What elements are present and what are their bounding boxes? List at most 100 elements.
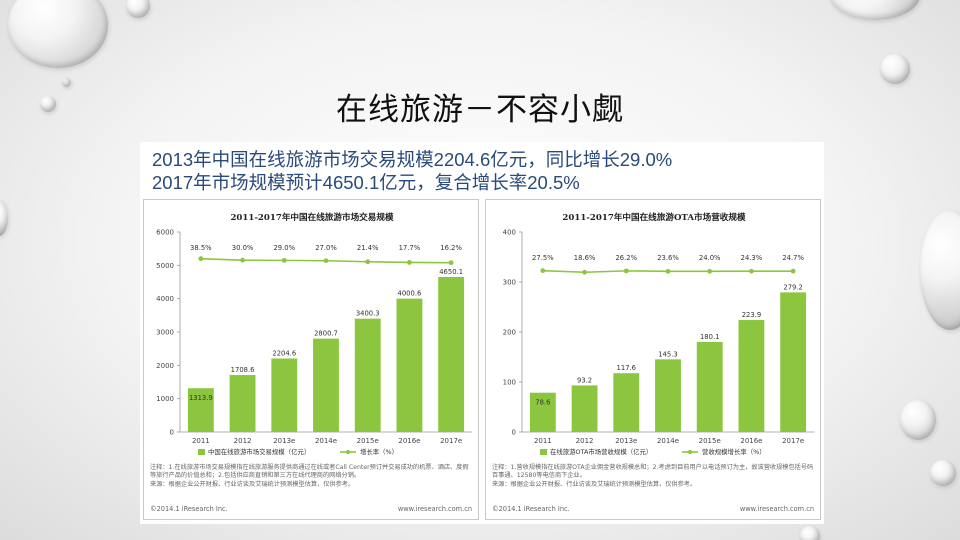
chart-note: 注释：1.营收规模指在线旅游OTA企业佣金营收规模总和；2.考虑到目前用户以电话…: [492, 464, 814, 488]
bar-value-label: 145.3: [658, 350, 677, 358]
bar-value-label: 3400.3: [356, 310, 380, 318]
copyright-text: ©2014.1 iResearch Inc.: [492, 505, 570, 513]
x-tick-label: 2017e: [440, 437, 462, 445]
chart-transaction-volume: 2011-2017年中国在线旅游市场交易规模 0 1000 2000 3000 4000 5…: [143, 199, 479, 520]
water-drop-decoration: [8, 0, 108, 68]
bar: [438, 276, 465, 432]
growth-rate-point: [240, 257, 245, 263]
growth-rate-point: [323, 258, 329, 264]
growth-rate-label: 24.0%: [699, 254, 721, 262]
legend-line-marker: [688, 450, 692, 454]
legend-bar-swatch: [198, 449, 205, 455]
bar: [571, 385, 598, 432]
growth-rate-point: [749, 268, 754, 274]
chart-title: 2011-2017年中国在线旅游市场交易规模: [230, 211, 394, 223]
bar: [229, 375, 256, 432]
x-tick-label: 2016e: [398, 437, 420, 445]
x-tick-label: 2016e: [740, 437, 762, 445]
x-tick-label: 2014e: [315, 437, 337, 445]
growth-rate-point: [407, 260, 412, 265]
copyright-text: ©2014.1 iResearch Inc.: [150, 505, 228, 513]
legend-line-label: 营收规模增长率（%）: [702, 447, 766, 456]
growth-rate-label: 17.7%: [399, 244, 421, 252]
water-drop-decoration: [930, 460, 956, 486]
y-tick-label: 0: [170, 429, 174, 437]
growth-rate-label: 24.7%: [782, 254, 804, 262]
y-tick-label: 2000: [156, 362, 174, 370]
legend-line-label: 增长率（%）: [360, 447, 398, 456]
growth-rate-point: [540, 268, 546, 274]
water-drop-decoration: [126, 0, 150, 18]
growth-rate-point: [790, 268, 796, 274]
x-tick-label: 2013e: [273, 437, 295, 445]
x-tick-label: 2013e: [615, 437, 637, 445]
growth-rate-point: [281, 257, 287, 263]
bar: [354, 318, 381, 432]
bar-value-label: 223.9: [742, 311, 761, 319]
y-tick-label: 400: [503, 229, 516, 237]
bar: [529, 392, 556, 432]
water-drop-decoration: [900, 400, 936, 440]
website-link[interactable]: www.iresearch.com.cn: [739, 505, 814, 513]
y-tick-label: 200: [503, 329, 516, 337]
growth-rate-label: 24.3%: [741, 254, 763, 262]
x-tick-label: 2017e: [782, 437, 804, 445]
bar-value-label: 4650.1: [439, 268, 463, 276]
slide-title: 在线旅游－不容小觑: [336, 92, 624, 128]
legend-line-marker: [346, 450, 350, 454]
bar-value-label: 78.6: [535, 399, 550, 407]
bar-value-label: 1313.9: [189, 394, 213, 402]
chart-footer: ©2014.1 iResearch Inc. www.iresearch.com…: [492, 505, 814, 513]
bar-value-label: 279.2: [783, 283, 802, 291]
y-tick-label: 3000: [156, 329, 174, 337]
water-drop-decoration: [40, 96, 56, 112]
growth-rate-point: [707, 268, 713, 274]
bar-value-label: 117.6: [617, 364, 636, 372]
growth-rate-label: 29.0%: [273, 244, 295, 252]
bar-value-label: 2204.6: [272, 350, 296, 358]
chart-ota-revenue-svg: 2011-2017年中国在线旅游OTA市场营收规模 0 100 200 300 400 78…: [503, 211, 814, 456]
bar-value-label: 4000.6: [398, 290, 422, 298]
bar: [780, 292, 807, 432]
bar-value-label: 180.1: [700, 333, 719, 341]
growth-rate-label: 23.6%: [657, 254, 679, 262]
y-tick-label: 5000: [156, 262, 174, 270]
headline-line-1: 2013年中国在线旅游市场交易规模2204.6亿元，同比增长29.0%: [152, 149, 673, 170]
growth-rate-point: [665, 268, 671, 274]
x-tick-label: 2011: [534, 437, 552, 445]
water-drop-decoration: [62, 78, 71, 87]
bar: [187, 388, 214, 432]
x-tick-label: 2012: [576, 437, 594, 445]
growth-rate-point: [198, 256, 204, 262]
x-tick-label: 2015e: [357, 437, 379, 445]
water-drop-decoration: [0, 200, 8, 236]
chart-ota-revenue: 2011-2017年中国在线旅游OTA市场营收规模 0 100 200 300 400 78…: [485, 199, 821, 520]
growth-rate-label: 18.6%: [574, 254, 596, 262]
x-tick-label: 2012: [234, 437, 252, 445]
water-drop-decoration: [830, 0, 920, 20]
growth-rate-point: [365, 259, 371, 265]
bar-value-label: 1708.6: [231, 366, 255, 374]
growth-rate-label: 27.5%: [532, 254, 554, 262]
bar-value-label: 2800.7: [314, 330, 338, 338]
y-tick-label: 1000: [156, 395, 174, 403]
chart-note: 注释：1.在线旅游市场交易规模指在线旅游服务提供商通过在线或者Call Cent…: [150, 464, 469, 488]
headline-line-2: 2017年市场规模预计4650.1亿元，复合增长率20.5%: [152, 172, 580, 193]
growth-rate-point: [623, 268, 629, 274]
growth-rate-point: [448, 260, 454, 266]
y-tick-label: 100: [503, 379, 516, 387]
bar: [655, 359, 681, 432]
y-tick-label: 6000: [156, 229, 174, 237]
bar: [613, 373, 640, 432]
growth-rate-point: [582, 269, 587, 275]
chart-title: 2011-2017年中国在线旅游OTA市场营收规模: [562, 211, 746, 223]
growth-rate-label: 38.5%: [190, 244, 212, 252]
x-tick-label: 2015e: [699, 437, 721, 445]
website-link[interactable]: www.iresearch.com.cn: [397, 505, 472, 513]
bar: [396, 298, 423, 432]
legend-bar-label: 在线旅游OTA市场营收规模（亿元）: [550, 447, 652, 456]
growth-rate-label: 21.4%: [357, 244, 379, 252]
growth-rate-label: 27.0%: [315, 244, 337, 252]
headline: 2013年中国在线旅游市场交易规模2204.6亿元，同比增长29.0% 2017…: [152, 148, 822, 194]
legend-bar-swatch: [540, 449, 547, 455]
